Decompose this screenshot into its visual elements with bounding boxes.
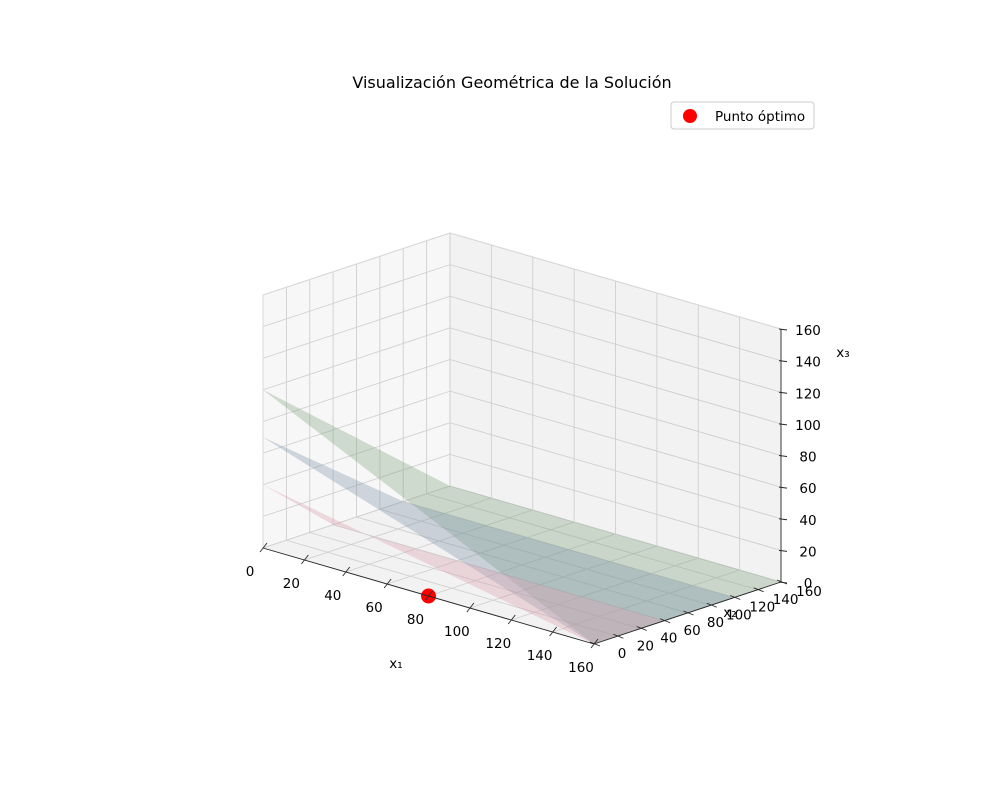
grid-line [262, 295, 451, 359]
grid-line [403, 501, 735, 598]
x-axis-label: x₁ [389, 656, 402, 672]
x-tick-mark [466, 602, 475, 613]
y-tick-label: 160 [796, 584, 822, 600]
y-tick-mark [683, 610, 694, 616]
x-tick-label: 80 [407, 612, 424, 628]
grid-line [449, 390, 782, 488]
y-tick-label: 100 [726, 607, 752, 623]
constraint-surface [263, 484, 665, 644]
z-tick-mark [778, 328, 788, 331]
grid-line [449, 359, 782, 456]
z-tick-label: 80 [799, 450, 816, 466]
z-tick-mark [778, 423, 788, 426]
y-tick-mark [613, 633, 624, 639]
y-tick-mark [706, 602, 718, 608]
y-axis-label: x₂ [723, 605, 736, 621]
x-tick-label: 20 [283, 576, 300, 592]
z-tick-label: 100 [795, 418, 821, 434]
x-tick-mark [507, 614, 516, 625]
z-tick-label: 0 [804, 576, 813, 592]
z-tick-label: 20 [799, 544, 816, 560]
constraint-surface [263, 389, 781, 644]
x-tick-mark [549, 626, 557, 637]
grid-line [262, 359, 451, 422]
z-tick-mark [778, 391, 788, 394]
y-tick-mark [659, 618, 671, 624]
y-tick-label: 0 [618, 646, 627, 662]
x-tick-mark [342, 566, 351, 577]
y-tick-label: 120 [749, 600, 775, 616]
x-tick-label: 160 [568, 660, 594, 676]
grid-line [262, 264, 451, 328]
z-tick-mark [778, 455, 788, 457]
z-tick-label: 40 [799, 513, 816, 529]
legend-label: Punto óptimo [715, 109, 805, 125]
x-tick-mark [301, 554, 309, 565]
y-tick-label: 80 [707, 615, 724, 631]
constraint-surfaces [263, 389, 781, 644]
z-tick-mark [778, 486, 788, 489]
grid-line [426, 493, 758, 591]
chart-title: Visualización Geométrica de la Solución [352, 73, 671, 92]
y-tick-mark [589, 641, 601, 647]
grid-line [449, 264, 782, 362]
legend-marker [683, 109, 697, 123]
grid-line [262, 485, 451, 549]
z-tick-label: 120 [795, 386, 821, 402]
grid-line [449, 295, 782, 393]
grid-line [449, 327, 782, 425]
grid-line [449, 485, 782, 583]
legend-box [670, 101, 815, 130]
grid-line [286, 539, 618, 637]
y-tick-label: 40 [660, 631, 677, 647]
z-tick-mark [778, 581, 788, 584]
grid-line [262, 327, 451, 391]
y-tick-mark [636, 626, 647, 631]
grid-line [379, 508, 712, 606]
y-tick-label: 20 [637, 638, 654, 654]
y-tick-mark [730, 595, 741, 600]
grid-line [262, 390, 451, 454]
grid-line [262, 453, 451, 517]
grid-line [309, 532, 641, 629]
pane-edge [262, 232, 451, 296]
z-tick-label: 160 [795, 323, 821, 339]
z-axis-label: x₃ [836, 345, 849, 361]
x-tick-label: 60 [366, 600, 383, 616]
y-tick-mark [753, 587, 764, 593]
x-tick-label: 40 [324, 588, 341, 604]
x-tick-label: 140 [527, 648, 553, 664]
z-tick-mark [778, 518, 788, 521]
x-tick-label: 120 [485, 636, 511, 652]
constraint-surface [263, 437, 735, 644]
x-tick-label: 100 [444, 624, 470, 640]
legend: Punto óptimo [670, 101, 815, 130]
z-tick-mark [778, 360, 788, 363]
grid-line [449, 422, 782, 520]
x-tick-mark [425, 590, 433, 601]
y-tick-label: 60 [684, 623, 701, 639]
z-tick-label: 60 [799, 481, 816, 497]
grid-line [262, 422, 451, 486]
pane-edge [449, 232, 782, 330]
y-tick-label: 140 [773, 592, 799, 608]
grid-line [332, 524, 665, 622]
grid-line [449, 453, 782, 551]
x-tick-label: 0 [246, 564, 255, 580]
z-tick-label: 140 [795, 355, 821, 371]
z-tick-mark [778, 549, 788, 552]
grid-line [356, 516, 688, 614]
x-tick-mark [259, 542, 268, 553]
x-tick-mark [383, 578, 392, 589]
